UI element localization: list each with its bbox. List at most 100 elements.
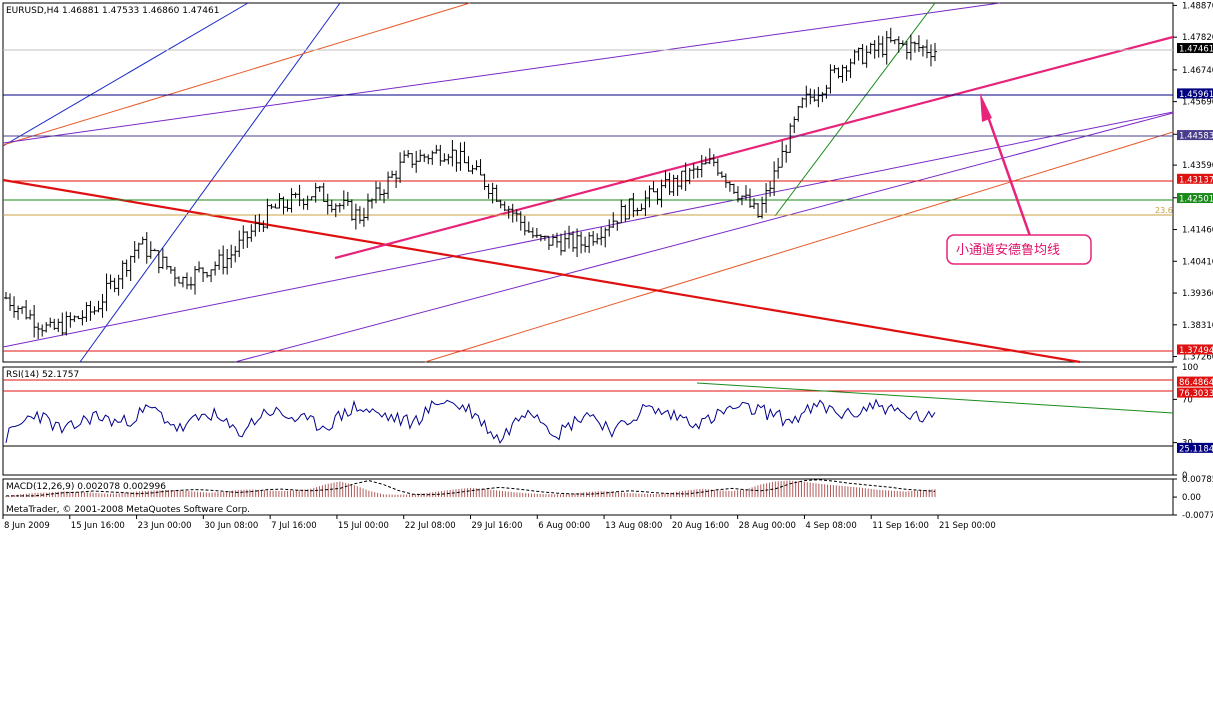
price-bar [361,207,366,227]
price-bar [249,224,254,242]
price-bar [36,322,41,340]
drawn-objects [2,2,1174,364]
purple-channel-bottom[interactable] [234,112,1174,363]
price-bar [213,261,218,276]
price-bar [691,163,696,179]
price-bar [856,47,861,61]
price-bar [534,227,539,238]
price-tag-bg [1177,344,1213,355]
price-bar [563,230,568,252]
price-bar [880,36,885,58]
price-tick-label: 1.40410 [1182,257,1213,267]
price-bar [924,39,929,59]
price-tag-label: 1.37494 [1179,346,1213,356]
price-bar [780,141,785,168]
price-bar [60,312,65,336]
price-bar [160,248,165,270]
price-bar [756,203,761,218]
price-bar [627,198,632,220]
pink-median-line[interactable] [334,35,1174,260]
price-bar [329,199,334,213]
orange-channel-line-2[interactable] [424,131,1174,363]
price-bar [233,246,238,263]
blue-channel-line-2[interactable] [79,2,341,363]
price-tag-label: 1.43137 [1179,175,1213,185]
purple-channel-lower[interactable] [2,111,1174,348]
price-tag-bg [1177,193,1213,204]
price-bar [643,190,648,217]
price-bar [538,234,543,242]
price-bar [683,162,688,191]
price-bar [76,315,81,320]
price-bar [635,207,640,216]
price-bar [281,196,286,215]
price-bar [172,266,177,287]
price-bar [124,259,129,277]
time-tick-label: 22 Jul 08:00 [405,521,456,531]
price-bar [506,205,511,219]
price-bar [438,144,443,166]
price-bar [743,185,748,201]
price-bar [828,64,833,94]
price-bars [4,27,937,340]
annotation: 小通道安德鲁均线 [946,93,1092,265]
price-bar [333,203,338,218]
annotation-box[interactable] [946,234,1092,265]
price-bar [442,153,447,163]
price-bar [675,175,680,196]
orange-channel-line-1[interactable] [2,2,471,146]
price-bar [494,184,499,202]
price-bar [434,144,439,154]
price-bar [908,34,913,61]
price-bar [16,305,21,320]
price-bar [32,304,37,338]
price-bar [152,248,157,252]
price-bar [595,233,600,245]
price-bar [309,196,314,201]
time-tick-label: 23 Jun 00:00 [138,521,192,531]
red-downtrend-line[interactable] [2,178,1081,364]
price-bar [136,242,141,259]
price-tag-bg [1177,88,1213,99]
price-bar [546,235,551,250]
price-bar [667,172,672,195]
price-bar [92,306,97,315]
price-bar [285,199,290,212]
price-tick-label: 1.41460 [1182,226,1213,236]
price-bar [293,192,298,199]
price-bar [571,230,576,252]
price-bar [731,183,736,195]
horizontal-levels: 23.6 [3,49,1173,352]
price-bar [920,45,925,57]
price-tick-label: 1.46740 [1182,66,1213,76]
price-bar [180,276,185,288]
price-bar [727,181,732,192]
price-tags: 1.47461 1.45961 1.44583 1.43137 1.42501 1.374… [1177,43,1213,356]
rsi-divergence-line[interactable] [696,382,1174,414]
price-bar [526,221,531,233]
price-bar [904,41,909,60]
price-tick-label: 1.48870 [1182,1,1213,11]
price-bar [104,273,109,312]
price-bar [148,241,153,259]
price-bar [687,168,692,185]
price-bar [482,173,487,190]
macd-signal-line [6,479,936,497]
price-tick-label: 1.37260 [1182,353,1213,363]
price-bar [655,188,660,205]
purple-channel-upper[interactable] [2,2,1001,144]
price-bar [639,203,644,211]
price-bar [554,232,559,248]
time-tick-label: 15 Jul 00:00 [338,521,389,531]
price-tick-label: 1.45690 [1182,98,1213,108]
price-bar [229,244,234,268]
price-bar [752,198,757,209]
blue-channel-line-1[interactable] [2,2,249,147]
price-bar [52,318,57,330]
price-bar [530,227,535,239]
price-bar [707,148,712,165]
price-bar [430,150,435,165]
price-bar [611,212,616,228]
time-tick-label: 6 Aug 00:00 [538,521,590,531]
